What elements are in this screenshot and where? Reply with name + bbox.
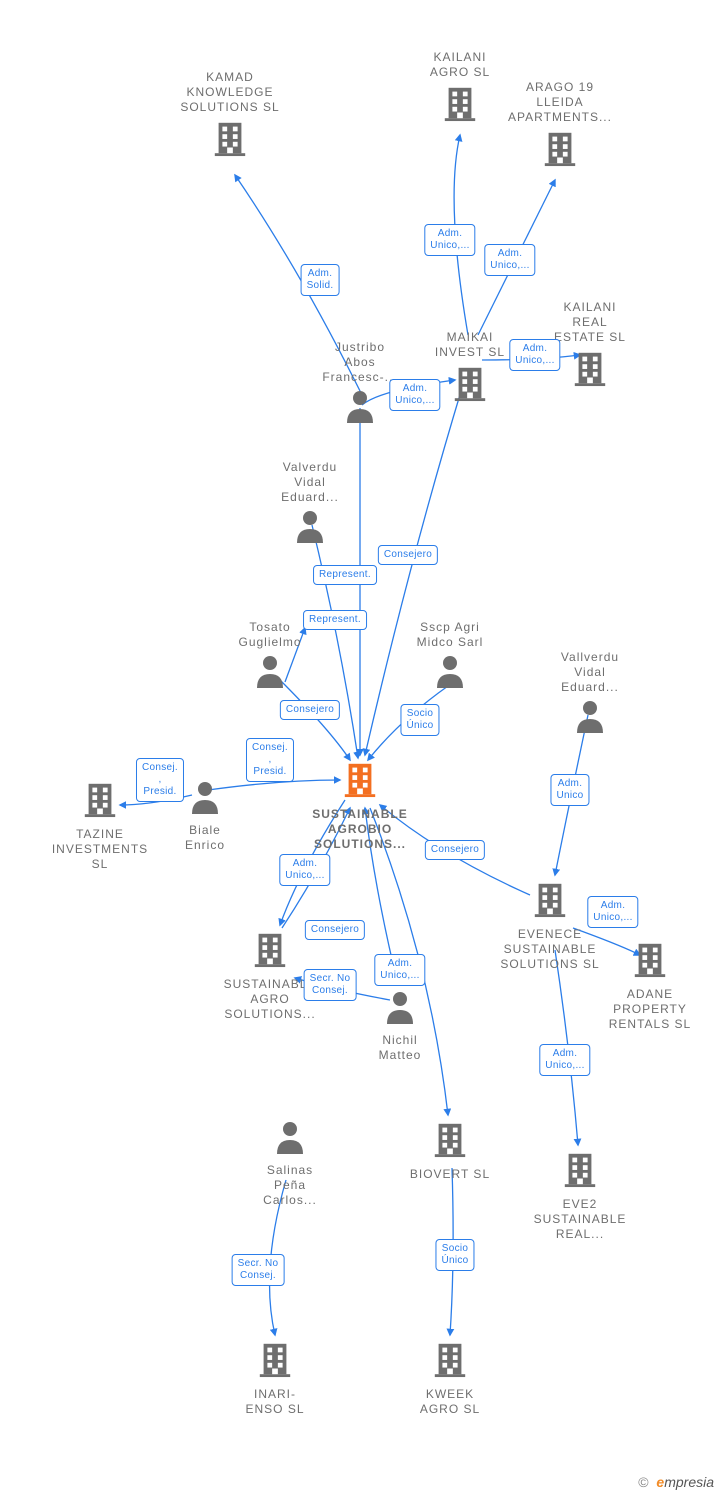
edge-label-19: Adm. Unico,... (374, 954, 425, 986)
edge-5 (365, 388, 462, 755)
company-icon (431, 1365, 469, 1382)
brand-rest: mpresia (664, 1474, 714, 1490)
node-valverdu[interactable]: Valverdu Vidal Eduard... (245, 460, 375, 548)
company-icon (251, 955, 289, 972)
person-icon (275, 1141, 305, 1158)
node-kweek[interactable]: KWEEK AGRO SL (385, 1340, 515, 1417)
company-icon (451, 389, 489, 406)
node-label: Vallverdu Vidal Eduard... (525, 650, 655, 695)
company-icon (81, 805, 119, 822)
edge-label-1: Adm. Unico,... (424, 224, 475, 256)
node-label: ADANE PROPERTY RENTALS SL (585, 987, 715, 1032)
edge-label-3: Adm. Unico,... (509, 339, 560, 371)
person-icon (255, 675, 285, 692)
node-label: BIOVERT SL (385, 1167, 515, 1182)
node-central[interactable]: SUSTAINABLE AGROBIO SOLUTIONS... (295, 760, 425, 852)
company-icon (571, 374, 609, 391)
company-icon (541, 154, 579, 171)
node-eve2[interactable]: EVE2 SUSTAINABLE REAL... (515, 1150, 645, 1242)
node-label: Nichil Matteo (335, 1033, 465, 1063)
edge-label-2: Adm. Unico,... (484, 244, 535, 276)
person-icon (435, 675, 465, 692)
edge-label-13: Consejero (425, 840, 485, 860)
node-salinas[interactable]: Salinas Peña Carlos... (225, 1120, 355, 1208)
edge-label-10: Socio Único (400, 704, 439, 736)
edge-label-22: Socio Único (435, 1239, 474, 1271)
company-icon (631, 965, 669, 982)
node-adane[interactable]: ADANE PROPERTY RENTALS SL (585, 940, 715, 1032)
edge-label-8: Consejero (280, 700, 340, 720)
edge-label-15: Adm. Unico,... (587, 896, 638, 928)
edge-label-14: Adm. Unico (550, 774, 589, 806)
node-inari[interactable]: INARI- ENSO SL (210, 1340, 340, 1417)
node-sscp[interactable]: Sscp Agri Midco Sarl (385, 620, 515, 693)
node-label: KWEEK AGRO SL (385, 1387, 515, 1417)
node-label: Valverdu Vidal Eduard... (245, 460, 375, 505)
node-biovert[interactable]: BIOVERT SL (385, 1120, 515, 1182)
person-icon (385, 1011, 415, 1028)
node-label: SUSTAINABLE AGROBIO SOLUTIONS... (295, 807, 425, 852)
copyright: © empresia (638, 1474, 714, 1490)
edge-label-0: Adm. Solid. (301, 264, 340, 296)
edges-layer (0, 0, 728, 1500)
edge-label-17: Adm. Unico,... (279, 854, 330, 886)
edge-label-20: Secr. No Consej. (304, 969, 357, 1001)
edge-label-9: Represent. (303, 610, 367, 630)
edge-label-7: Represent. (313, 565, 377, 585)
node-label: Sscp Agri Midco Sarl (385, 620, 515, 650)
company-icon (441, 109, 479, 126)
node-label: Salinas Peña Carlos... (225, 1163, 355, 1208)
person-icon (190, 801, 220, 818)
node-label: INARI- ENSO SL (210, 1387, 340, 1417)
copyright-symbol: © (638, 1474, 648, 1490)
person-icon (345, 410, 375, 427)
node-arago19[interactable]: ARAGO 19 LLEIDA APARTMENTS... (495, 80, 625, 172)
company-icon (256, 1365, 294, 1382)
edge-label-12: Consej. , Presid. (136, 758, 184, 802)
person-icon (575, 720, 605, 737)
node-vallverdu2[interactable]: Vallverdu Vidal Eduard... (525, 650, 655, 738)
edge-label-4: Adm. Unico,... (389, 379, 440, 411)
node-label: Biale Enrico (140, 823, 270, 853)
node-label: ARAGO 19 LLEIDA APARTMENTS... (495, 80, 625, 125)
node-kamad[interactable]: KAMAD KNOWLEDGE SOLUTIONS SL (165, 70, 295, 162)
node-label: KAILANI AGRO SL (395, 50, 525, 80)
node-tosato[interactable]: Tosato Guglielmo (205, 620, 335, 693)
node-label: EVE2 SUSTAINABLE REAL... (515, 1197, 645, 1242)
edge-label-5: Consejero (378, 545, 438, 565)
company-icon (531, 905, 569, 922)
company-icon (431, 1145, 469, 1162)
edge-label-18: Consejero (305, 920, 365, 940)
node-nichil[interactable]: Nichil Matteo (335, 990, 465, 1063)
node-label: KAMAD KNOWLEDGE SOLUTIONS SL (165, 70, 295, 115)
company-icon (561, 1175, 599, 1192)
edge-label-16: Adm. Unico,... (539, 1044, 590, 1076)
edge-label-23: Secr. No Consej. (232, 1254, 285, 1286)
person-icon (295, 530, 325, 547)
company-icon (211, 144, 249, 161)
edge-label-11: Consej. , Presid. (246, 738, 294, 782)
company-icon (341, 785, 379, 802)
